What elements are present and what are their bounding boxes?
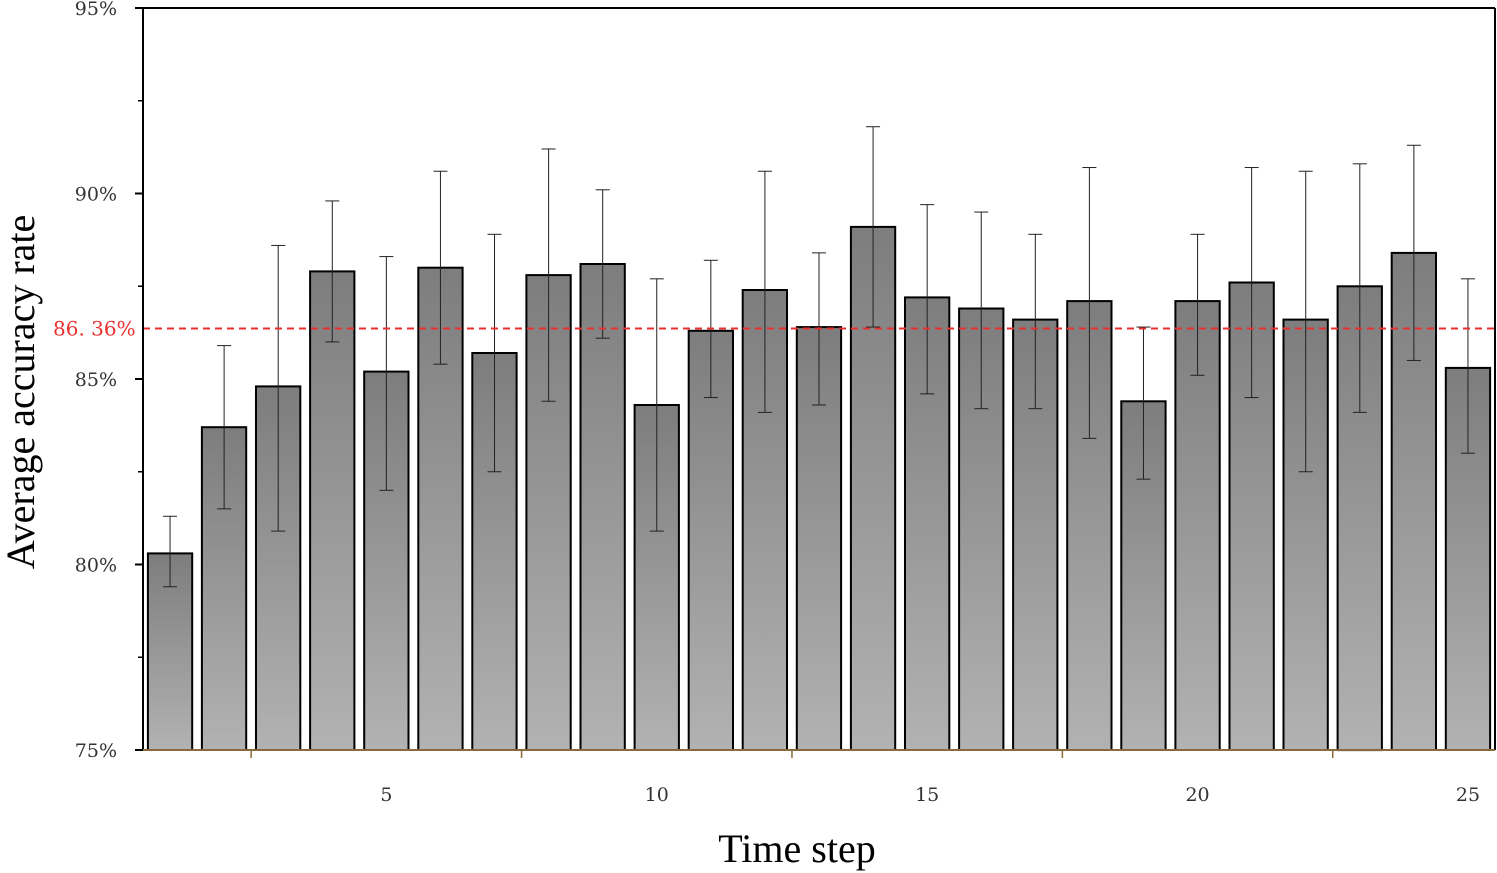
x-tick-label: 15 xyxy=(915,784,939,806)
x-axis-title: Time step xyxy=(718,826,875,871)
x-tick-label: 10 xyxy=(645,784,669,806)
reference-line-group: 86. 36% xyxy=(53,317,1495,341)
y-tick-label: 80% xyxy=(75,555,117,577)
y-tick-label: 85% xyxy=(75,369,117,391)
y-tick-label: 90% xyxy=(75,184,117,206)
x-tick-label: 25 xyxy=(1456,784,1480,806)
x-tick-label: 5 xyxy=(380,784,392,806)
error-bars-group xyxy=(163,126,1475,588)
reference-line-label: 86. 36% xyxy=(53,317,136,341)
y-axis-title: Average accuracy rate xyxy=(0,215,43,570)
bar xyxy=(687,329,735,751)
axes-group: 75% 80% 85% 90% 95% 5 10 15 20 25 xyxy=(75,0,1496,806)
bar xyxy=(309,270,356,751)
bar xyxy=(1174,300,1221,751)
x-tick-label: 20 xyxy=(1185,784,1209,806)
y-tick-label: 95% xyxy=(75,0,117,20)
y-tick-label: 75% xyxy=(75,740,117,762)
bar xyxy=(1012,318,1059,751)
